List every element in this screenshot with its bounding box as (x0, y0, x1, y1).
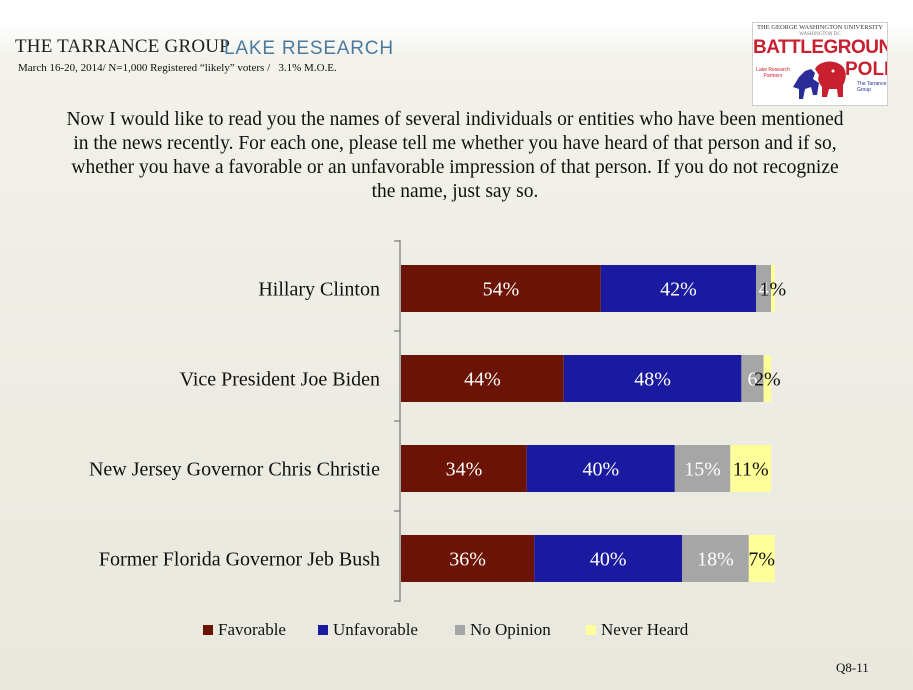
category-label: Vice President Joe Biden (180, 369, 380, 391)
badge-partner-left: Lake Research Partners (756, 67, 790, 79)
data-label: 11% (733, 459, 769, 481)
bar-segment-no-opinion (682, 535, 749, 582)
data-label: 48% (634, 369, 671, 391)
legend-swatch (318, 625, 328, 635)
donkey-elephant-icon (793, 61, 846, 99)
bar-segment-no-opinion (674, 445, 731, 492)
bar-segment-never-heard (730, 445, 771, 492)
legend-swatch (203, 625, 213, 635)
data-label: 40% (582, 459, 619, 481)
legend-swatch (455, 625, 465, 635)
bar-segment-no-opinion (741, 355, 764, 402)
category-label: New Jersey Governor Chris Christie (89, 459, 380, 481)
category-label: Former Florida Governor Jeb Bush (99, 549, 380, 571)
badge-partner-right: The Tarrance Group (857, 81, 887, 93)
legend-item-never-heard: Never Heard (586, 620, 688, 640)
data-label: 42% (660, 279, 697, 301)
bar-segment-unfavorable (534, 535, 683, 582)
legend-label: Never Heard (601, 620, 689, 639)
category-label: Hillary Clinton (258, 279, 380, 301)
slide-id: Q8-11 (836, 660, 869, 675)
data-label: 4 (759, 279, 769, 301)
data-label: 36% (449, 549, 486, 571)
bar-segment-favorable (401, 535, 535, 582)
data-label: 15% (684, 459, 721, 481)
data-label: 40% (590, 549, 627, 571)
bar-segment-never-heard (771, 265, 775, 312)
legend-label: Unfavorable (333, 620, 418, 639)
bar-segment-unfavorable (600, 265, 757, 312)
tarrance-group-logo: THE TARRANCE GROUP (15, 36, 230, 57)
top-band (0, 0, 913, 22)
battleground-poll-logo: THE GEORGE WASHINGTON UNIVERSITY WASHING… (752, 22, 888, 106)
legend-label: Favorable (218, 620, 286, 639)
chart-legend: Favorable Unfavorable No Opinion Never Hear… (0, 620, 913, 642)
badge-university-sub: WASHINGTON DC (799, 32, 841, 37)
data-label: 18% (697, 549, 734, 571)
legend-label: No Opinion (470, 620, 551, 639)
data-label: 7% (748, 549, 775, 571)
badge-battleground: BATTLEGROUND (753, 37, 887, 58)
bar-segment-unfavorable (563, 355, 742, 402)
bar-segment-no-opinion (756, 265, 771, 312)
stacked-bar-chart: Hillary Clinton 54% 42% 41% Vice President J… (89, 240, 787, 602)
data-label: 34% (446, 459, 483, 481)
survey-question: Now I would like to read you the names o… (66, 109, 844, 202)
data-label: 54% (483, 279, 520, 301)
legend-item-favorable: Favorable (203, 620, 286, 640)
data-label: 1% (760, 279, 787, 301)
bar-segment-favorable (401, 355, 564, 402)
data-label: 2% (754, 369, 781, 391)
legend-item-unfavorable: Unfavorable (318, 620, 418, 640)
badge-university: THE GEORGE WASHINGTON UNIVERSITY (757, 24, 883, 31)
bar-segment-never-heard (748, 535, 775, 582)
lake-research-logo: LAKE RESEARCH (224, 38, 394, 59)
bar-segment-favorable (401, 445, 527, 492)
legend-item-no-opinion: No Opinion (455, 620, 551, 640)
data-label: 6 (748, 369, 758, 391)
bar-segment-unfavorable (526, 445, 675, 492)
data-label: 44% (464, 369, 501, 391)
bar-segment-favorable (401, 265, 601, 312)
legend-swatch (586, 625, 596, 635)
bar-segment-never-heard (763, 355, 771, 402)
survey-info: March 16-20, 2014/ N=1,000 Registered “l… (18, 62, 337, 74)
